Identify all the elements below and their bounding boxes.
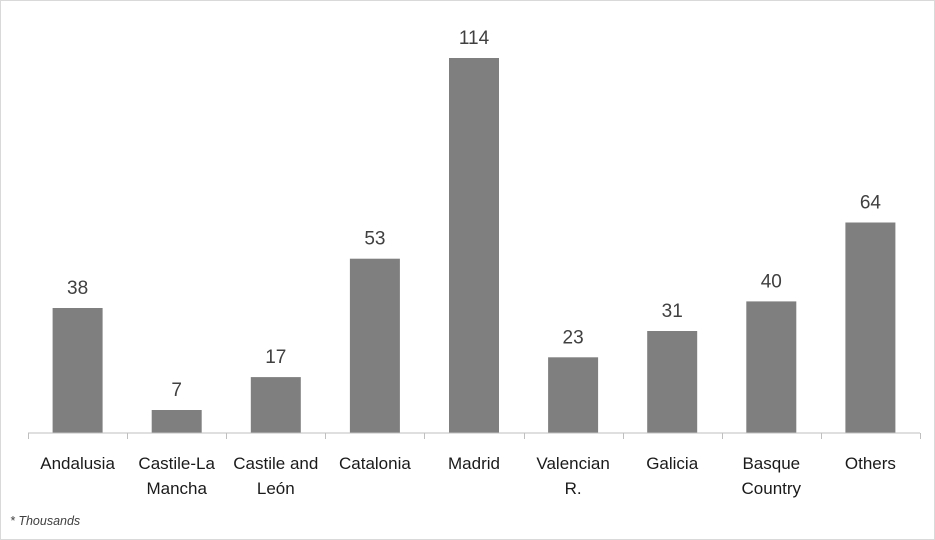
x-tick-label: Galicia bbox=[646, 454, 699, 473]
data-label: 23 bbox=[563, 327, 584, 348]
x-tick-label: Andalusia bbox=[40, 454, 115, 473]
x-tick-label: Catalonia bbox=[339, 454, 411, 473]
bar-3 bbox=[250, 377, 301, 433]
bar-4 bbox=[349, 258, 400, 433]
x-tick-label: Castile and León bbox=[233, 454, 318, 498]
data-label: 31 bbox=[662, 301, 683, 322]
bar-5 bbox=[449, 58, 499, 433]
bar-8 bbox=[746, 301, 797, 433]
x-tick-label: Basque Country bbox=[742, 454, 802, 498]
x-tick-label: Madrid bbox=[448, 454, 500, 473]
x-tick-label: Castile-La Mancha bbox=[138, 454, 215, 498]
bar-9 bbox=[845, 222, 896, 433]
data-label: 53 bbox=[364, 229, 385, 250]
x-tick-label: Others bbox=[845, 454, 896, 473]
x-tick-label: Valencian R. bbox=[536, 454, 609, 498]
bars-layer bbox=[52, 58, 896, 433]
data-label: 7 bbox=[171, 380, 182, 401]
labels-layer: 38 Andalusia 7 Castile-La Mancha 17 Castile an… bbox=[40, 28, 896, 498]
bar-1 bbox=[52, 308, 103, 433]
data-label: 40 bbox=[761, 271, 782, 292]
bar-6 bbox=[548, 357, 599, 433]
data-label: 114 bbox=[459, 28, 490, 49]
data-label: 17 bbox=[265, 347, 286, 368]
footnote: * Thousands bbox=[10, 514, 80, 528]
bar-2 bbox=[151, 410, 202, 433]
data-label: 64 bbox=[860, 193, 882, 214]
x-axis bbox=[28, 432, 921, 439]
bar-7 bbox=[647, 331, 698, 433]
data-label: 38 bbox=[67, 278, 88, 299]
